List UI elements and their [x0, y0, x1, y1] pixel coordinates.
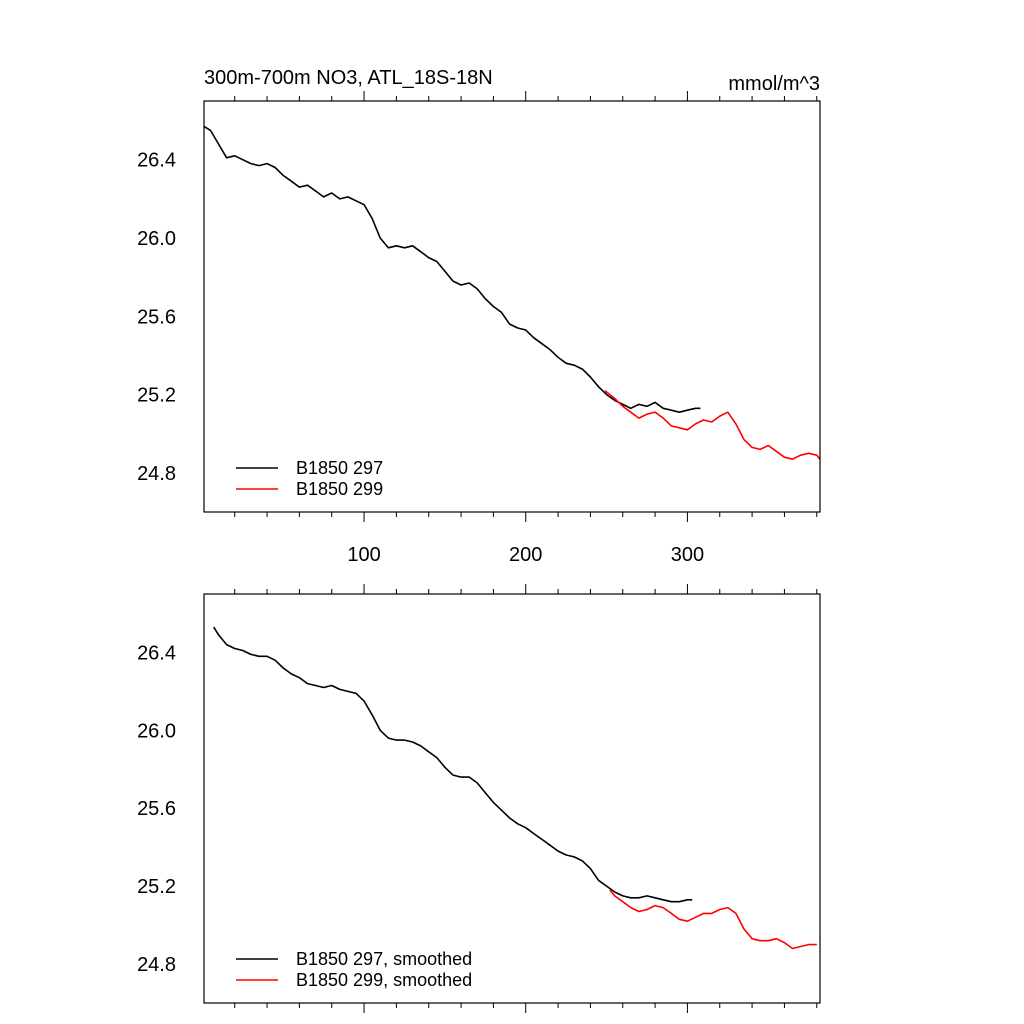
x-tick-label: 200 [509, 544, 542, 566]
top-panel: 100 200 300 24.8 25.2 25.6 26.0 26.4 300m-700m N… [137, 67, 821, 566]
chart-title: 300m-700m NO3, ATL_18S-18N [204, 67, 493, 89]
y-tick-label: 24.8 [137, 463, 176, 485]
legend-label: B1850 297 [296, 458, 383, 478]
y-tick-label: 26.4 [137, 642, 176, 664]
legend-label: B1850 297, smoothed [296, 949, 472, 969]
series-line-b1850-297-smoothed [213, 626, 693, 903]
y-tick-label: 26.4 [137, 150, 176, 172]
legend-label: B1850 299 [296, 479, 383, 499]
plot-frame [203, 593, 821, 1004]
y-tick-label: 25.6 [137, 306, 176, 328]
y-tick-label: 25.2 [137, 876, 176, 898]
plot-frame [203, 100, 821, 513]
bottom-panel: 24.8 25.2 25.6 26.0 26.4 B1850 297, smoothedB… [137, 584, 821, 1013]
series-line-b1850-299-smoothed [609, 889, 817, 950]
y-tick-label: 25.6 [137, 798, 176, 820]
x-tick-label: 100 [347, 544, 380, 566]
series-line-b1850-297 [203, 125, 701, 413]
units-label: mmol/m^3 [728, 73, 820, 95]
x-tick-label: 300 [671, 544, 704, 566]
y-tick-label: 24.8 [137, 954, 176, 976]
y-tick-label: 26.0 [137, 228, 176, 250]
series-line-b1850-299 [604, 390, 821, 460]
y-tick-label: 26.0 [137, 720, 176, 742]
y-tick-label: 25.2 [137, 385, 176, 407]
legend-label: B1850 299, smoothed [296, 970, 472, 990]
